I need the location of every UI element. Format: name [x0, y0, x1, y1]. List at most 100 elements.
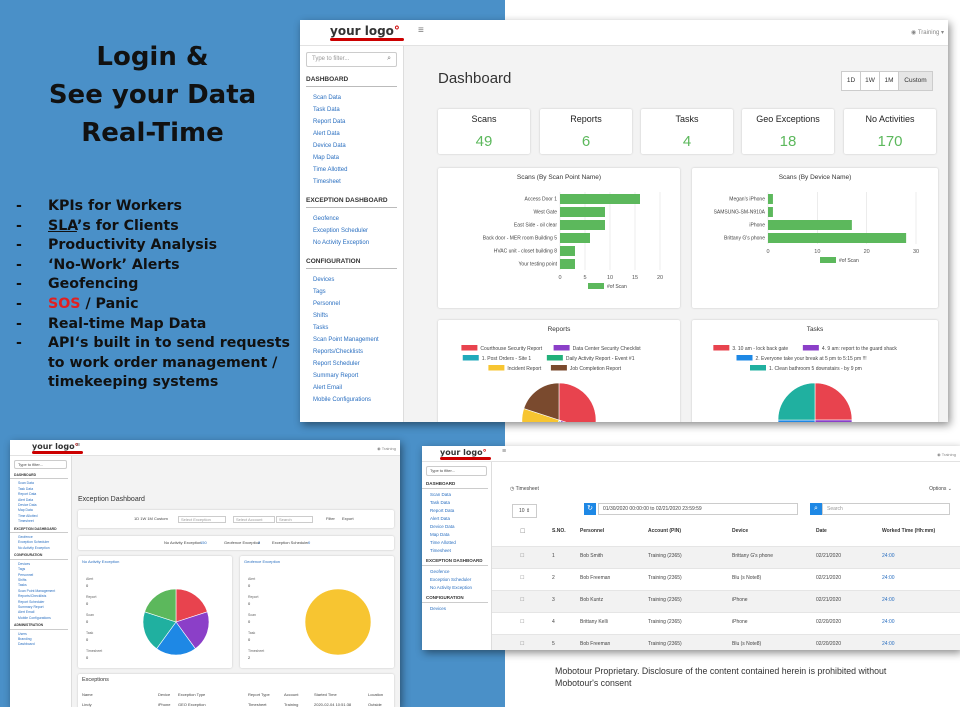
column-header[interactable]: S.NO. — [552, 528, 566, 534]
range-1w-button[interactable]: 1W — [860, 71, 880, 91]
sidebar-item-alert-email[interactable]: Alert Email — [313, 385, 343, 391]
sidebar-item-task-data[interactable]: Task Data — [18, 486, 34, 491]
worked-time-link[interactable]: 24:00 — [882, 575, 895, 581]
worked-time-link[interactable]: 24:00 — [882, 619, 895, 625]
sidebar-item-mobile-configurations[interactable]: Mobile Configurations — [18, 615, 51, 620]
sidebar-item-report-data[interactable]: Report Data — [313, 119, 346, 125]
options-menu[interactable]: Options ⌄ — [929, 486, 952, 492]
sidebar-item-scan-data[interactable]: Scan Data — [18, 481, 34, 486]
worked-time-link[interactable]: 24:00 — [882, 597, 895, 603]
column-header[interactable]: Account (PIN) — [648, 528, 682, 534]
sidebar-item-map-data[interactable]: Map Data — [313, 155, 340, 161]
refresh-icon[interactable]: ↻ — [584, 503, 596, 515]
sidebar-item-timesheet[interactable]: Timesheet — [18, 519, 34, 524]
sidebar-item-map-data[interactable]: Map Data — [18, 508, 33, 513]
sidebar-item-geofence[interactable]: Geofence — [18, 535, 33, 540]
date-range-input[interactable]: 01/30/2020 00:00:00 to 02/21/2020 23:59:… — [598, 503, 798, 515]
column-header[interactable]: Device — [732, 528, 749, 534]
range-custom-button[interactable]: Custom — [898, 71, 933, 91]
sidebar-item-scan-point-management[interactable]: Scan Point Management — [313, 337, 379, 343]
kpi-reports[interactable]: Reports 6 — [540, 109, 632, 154]
row-checkbox[interactable]: ☐ — [520, 575, 525, 581]
kpi-scans[interactable]: Scans 49 — [438, 109, 530, 154]
sidebar-item-personnel[interactable]: Personnel — [18, 572, 34, 577]
sidebar-item-report-scheduler[interactable]: Report Scheduler — [18, 599, 45, 604]
table-row[interactable]: ☐ 4 Brittany Kelli Training (2365) iPhone 02/… — [492, 612, 960, 634]
sidebar-item-scan-point-management[interactable]: Scan Point Management — [18, 588, 56, 593]
sidebar-item-tags[interactable]: Tags — [313, 289, 326, 295]
menu-icon[interactable]: ≡ — [502, 448, 507, 455]
sidebar-item-map-data[interactable]: Map Data — [430, 532, 450, 537]
sidebar-item-mobile-configurations[interactable]: Mobile Configurations — [313, 397, 372, 403]
sidebar-item-exception-scheduler[interactable]: Exception Scheduler — [430, 577, 472, 582]
sidebar-item-shifts[interactable]: Shifts — [18, 577, 27, 582]
sidebar-item-tasks[interactable]: Tasks — [18, 583, 27, 588]
kpi-tasks[interactable]: Tasks 4 — [641, 109, 733, 154]
sidebar-item-device-data[interactable]: Device Data — [430, 524, 455, 529]
sidebar-item-reports-checklists[interactable]: Reports/Checklists — [313, 349, 364, 355]
column-header[interactable]: Started Time — [314, 692, 337, 697]
filter-input[interactable]: Type to filter... — [14, 460, 67, 469]
worked-time-link[interactable]: 24:00 — [882, 553, 895, 559]
table-row[interactable]: Lindy iPhone GEO Exception Timesheet Trainin… — [78, 702, 394, 707]
column-header[interactable]: Device — [158, 692, 171, 697]
column-header[interactable]: Personnel — [580, 528, 605, 534]
sidebar-item-task-data[interactable]: Task Data — [313, 107, 340, 113]
column-header[interactable]: Location — [368, 692, 384, 697]
sidebar-item-timesheet[interactable]: Timesheet — [313, 179, 341, 185]
export-button[interactable]: Export — [342, 516, 354, 521]
column-header[interactable]: Account — [284, 692, 299, 697]
search-input[interactable]: Search — [822, 503, 950, 515]
sidebar-item-no-activity-exception[interactable]: No Activity Exception — [313, 240, 370, 246]
sidebar-item-users[interactable]: Users — [18, 631, 27, 636]
column-header[interactable]: Worked Time (Hh:mm) — [882, 528, 936, 534]
sidebar-item-reports-checklists[interactable]: Reports/Checklists — [18, 594, 47, 599]
range-1d-button[interactable]: 1D — [841, 71, 861, 91]
sidebar-item-time-allotted[interactable]: Time Allotted — [18, 513, 38, 518]
filter-input[interactable]: Type to filter... ⌕ — [306, 52, 397, 67]
sidebar-item-scan-data[interactable]: Scan Data — [313, 95, 342, 101]
sidebar-item-timesheet[interactable]: Timesheet — [430, 548, 451, 553]
sidebar-item-alert-data[interactable]: Alert Data — [313, 131, 340, 137]
sidebar-item-exception-scheduler[interactable]: Exception Scheduler — [313, 228, 369, 234]
sidebar-item-personnel[interactable]: Personnel — [313, 301, 341, 307]
row-checkbox[interactable]: ☐ — [520, 619, 525, 625]
search-input[interactable]: Search — [276, 516, 313, 523]
exception-select[interactable]: Select Exception — [178, 516, 226, 523]
menu-icon[interactable]: ≡ — [418, 25, 424, 36]
range-1m-button[interactable]: 1M — [879, 71, 899, 91]
column-header[interactable]: Date — [816, 528, 827, 534]
search-icon[interactable]: ⌕ — [810, 503, 822, 515]
sidebar-item-summary-report[interactable]: Summary Report — [313, 373, 359, 379]
sidebar-item-alert-data[interactable]: Alert Data — [18, 497, 34, 502]
sidebar-item-tags[interactable]: Tags — [18, 567, 26, 572]
column-header[interactable]: Report Type — [248, 692, 270, 697]
sidebar-item-no-activity-exception[interactable]: No Activity Exception — [430, 585, 473, 590]
filter-input[interactable]: Type to filter... — [426, 466, 487, 476]
sidebar-item-tasks[interactable]: Tasks — [313, 325, 329, 331]
page-size-select[interactable]: 10 ⇕ — [512, 504, 538, 518]
table-row[interactable]: ☐ 2 Bob Freeman Training (2365) Blu (s Note8… — [492, 568, 960, 590]
sidebar-item-geofence[interactable]: Geofence — [313, 216, 340, 222]
sidebar-item-shifts[interactable]: Shifts — [313, 313, 329, 319]
sidebar-item-time-allotted[interactable]: Time Allotted — [313, 167, 348, 173]
sidebar-item-summary-report[interactable]: Summary Report — [18, 604, 44, 609]
kpi-geo-exceptions[interactable]: Geo Exceptions 18 — [742, 109, 834, 154]
sidebar-item-branding[interactable]: Branding — [18, 636, 32, 641]
sidebar-item-device-data[interactable]: Device Data — [313, 143, 346, 149]
table-row[interactable]: ☐ 1 Bob Smith Training (2365) Brittany G's p… — [492, 546, 960, 568]
account-select[interactable]: Select Account — [233, 516, 276, 523]
filter-button[interactable]: Filter — [326, 516, 335, 521]
sidebar-item-devices[interactable]: Devices — [18, 561, 31, 566]
sidebar-item-exception-scheduler[interactable]: Exception Scheduler — [18, 540, 50, 545]
sidebar-item-alert-data[interactable]: Alert Data — [430, 516, 451, 521]
sidebar-item-device-data[interactable]: Device Data — [18, 503, 37, 508]
table-row[interactable]: ☐ 3 Bob Kuntz Training (2365) iPhone 02/21/20… — [492, 590, 960, 612]
worked-time-link[interactable]: 24:00 — [882, 641, 895, 647]
range-buttons[interactable]: 1D 1W 1M Custom — [134, 516, 168, 521]
sidebar-item-report-scheduler[interactable]: Report Scheduler — [313, 361, 360, 367]
sidebar-item-dashboard[interactable]: Dashboard — [18, 642, 35, 647]
row-checkbox[interactable]: ☐ — [520, 641, 525, 647]
menu-icon[interactable]: ≡ — [76, 442, 81, 449]
row-checkbox[interactable]: ☐ — [520, 597, 525, 603]
